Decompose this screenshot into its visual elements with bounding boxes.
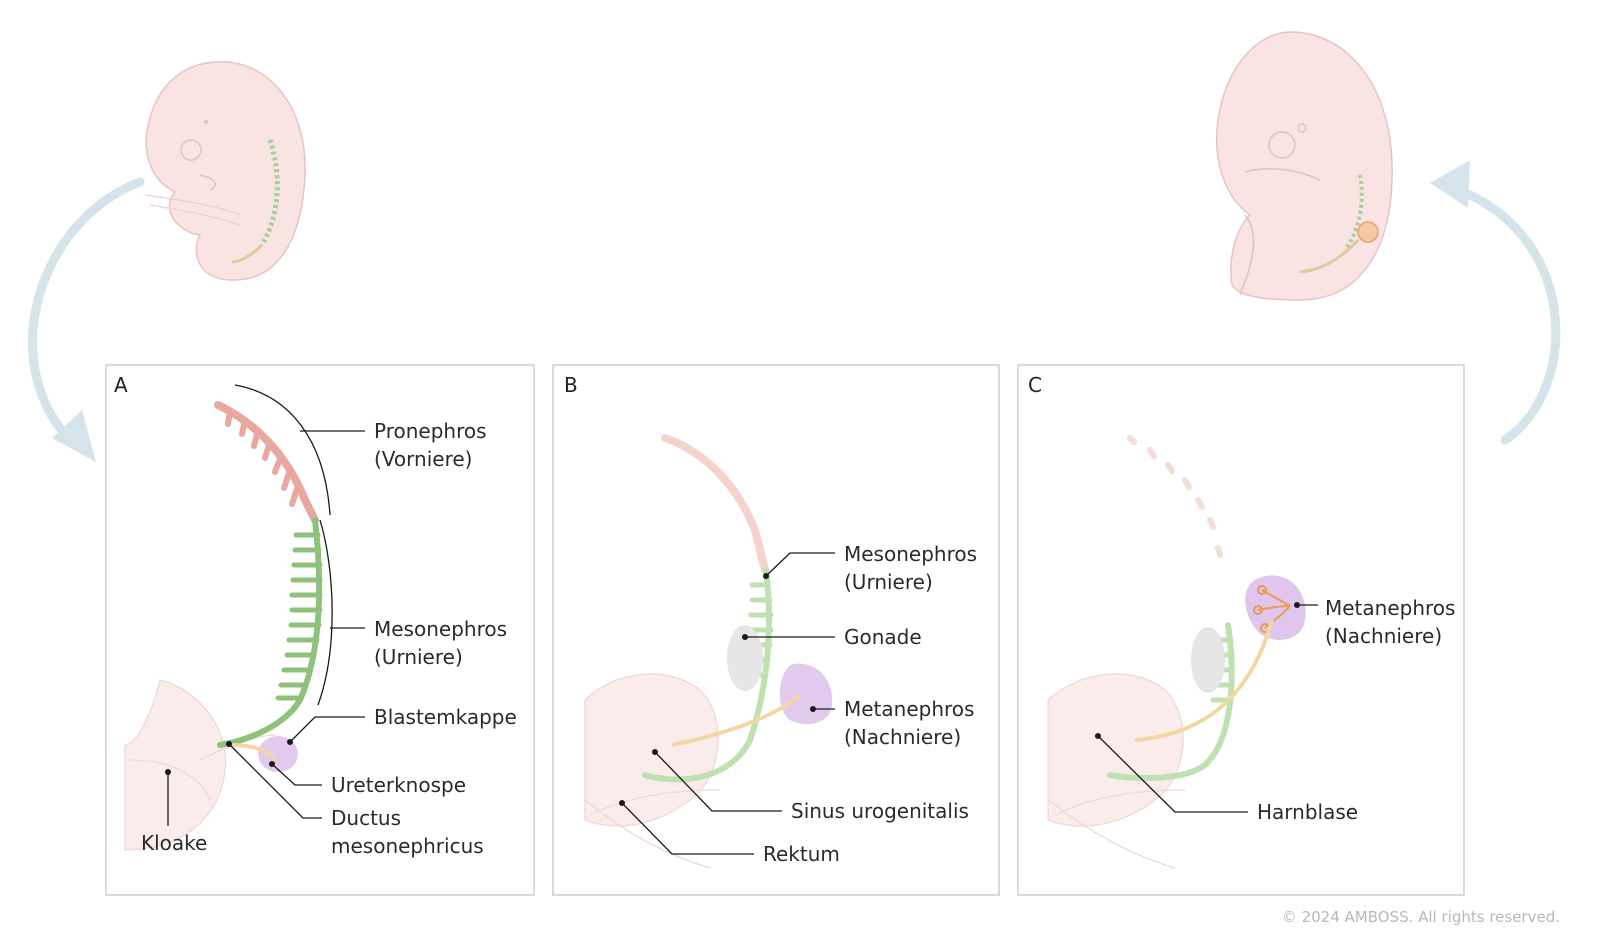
- label-kloake: Kloake: [141, 831, 207, 855]
- panel-c-frame: [1017, 364, 1465, 896]
- label-harnblase: Harnblase: [1257, 800, 1358, 824]
- pronephros-bracket: [234, 384, 331, 516]
- gonade-shape: [727, 625, 763, 691]
- panel-b: B Mesonephros (Urniere): [552, 364, 1000, 896]
- arrow-left: [28, 177, 145, 462]
- ureterknospe-shape: [229, 743, 277, 762]
- panel-c: C Metanephros (Nachniere): [1017, 364, 1465, 896]
- embryo-late-illustration: [1216, 31, 1393, 301]
- pronephros-tubules: [214, 401, 319, 524]
- panel-a: A: [105, 364, 535, 896]
- label-mesonephros-a: Mesonephros (Urniere): [374, 617, 513, 669]
- label-metanephros-b: Metanephros (Nachniere): [844, 697, 981, 749]
- panel-b-letter: B: [564, 373, 578, 397]
- label-pronephros: Pronephros (Vorniere): [374, 419, 493, 471]
- arrow-right: [1430, 160, 1561, 445]
- ureter-b: [671, 693, 802, 747]
- pronephros-remnant-b: [661, 434, 769, 574]
- label-ductus-mesonephricus: Ductus mesonephricus: [331, 806, 484, 858]
- copyright-notice: © 2024 AMBOSS. All rights reserved.: [1282, 908, 1560, 926]
- embryo-early-illustration: [144, 61, 306, 281]
- ureter-c: [1134, 619, 1274, 742]
- panel-a-letter: A: [114, 373, 128, 397]
- pelvis-illustration-b: [584, 673, 721, 869]
- label-ureterknospe: Ureterknospe: [331, 773, 466, 797]
- blastemkappe-shape: [258, 736, 298, 772]
- panel-c-letter: C: [1028, 373, 1042, 397]
- label-blastemkappe: Blastemkappe: [374, 705, 517, 729]
- label-sinus-urogenitalis: Sinus urogenitalis: [791, 799, 969, 823]
- pronephros-remnant-c: [1127, 435, 1223, 558]
- label-mesonephros-b: Mesonephros (Urniere): [844, 542, 983, 594]
- mesonephros-tubules: [217, 517, 323, 748]
- gonade-shape-c: [1191, 627, 1225, 693]
- label-metanephros-c: Metanephros (Nachniere): [1325, 596, 1462, 648]
- pelvis-illustration-c: [1047, 673, 1186, 869]
- label-rektum: Rektum: [763, 842, 840, 866]
- mesonephros-bracket: [317, 519, 333, 706]
- label-gonade: Gonade: [844, 625, 922, 649]
